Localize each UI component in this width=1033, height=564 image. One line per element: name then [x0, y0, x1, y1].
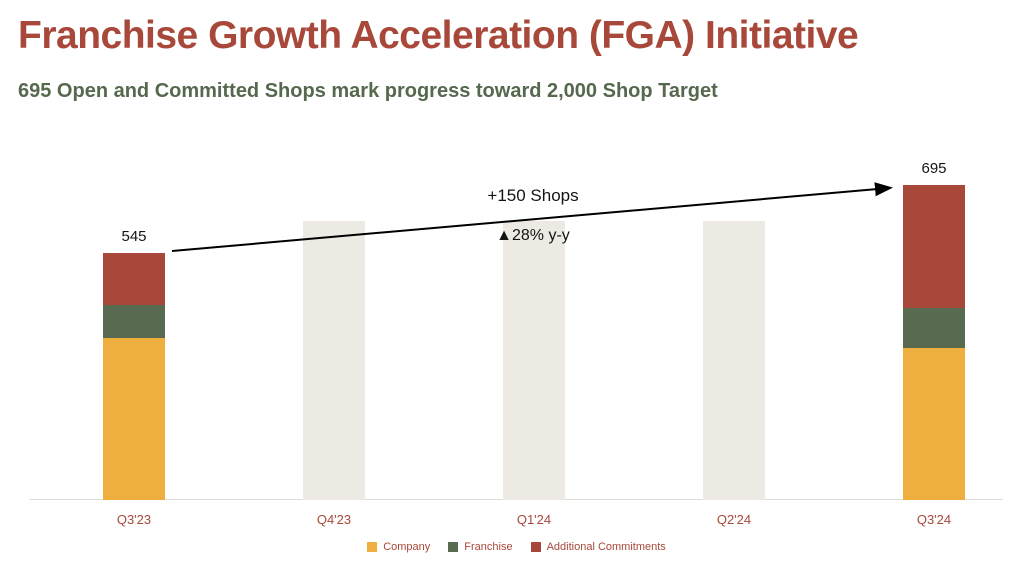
stacked-bar	[103, 253, 165, 500]
legend-item: Additional Commitments	[530, 541, 666, 553]
x-axis-label: Q3'23	[116, 512, 152, 527]
legend-swatch-franchise	[448, 542, 459, 552]
placeholder-segment	[503, 221, 565, 500]
legend-item: Franchise	[448, 541, 513, 553]
segment-additional-commitments	[103, 253, 165, 305]
legend-label: Additional Commitments	[546, 541, 666, 553]
x-axis-label: Q1'24	[516, 512, 552, 527]
legend-label: Company	[383, 541, 431, 553]
legend-swatch-company	[367, 542, 378, 552]
placeholder-bar	[703, 221, 765, 500]
segment-additional-commitments	[903, 185, 965, 308]
page-subtitle: 695 Open and Committed Shops mark progre…	[18, 80, 718, 102]
segment-company	[903, 348, 965, 500]
page-title: Franchise Growth Acceleration (FGA) Init…	[18, 14, 859, 57]
x-axis-label: Q2'24	[716, 512, 752, 527]
annotation-shops-delta: +150 Shops	[487, 186, 579, 205]
bar-total-label: 545	[121, 228, 147, 245]
segment-company	[103, 338, 165, 500]
stacked-bar	[903, 185, 965, 500]
segment-franchise	[103, 305, 165, 338]
segment-franchise	[903, 308, 965, 348]
placeholder-segment	[303, 221, 365, 500]
legend-item: Company	[367, 541, 430, 553]
annotation-yoy-growth: ▲28% y-y	[496, 227, 570, 244]
chart-legend: Company Franchise Additional Commitments	[0, 541, 1033, 553]
placeholder-bar	[503, 221, 565, 500]
placeholder-bar	[303, 221, 365, 500]
bar-total-label: 695	[921, 160, 947, 177]
x-axis-label: Q4'23	[316, 512, 352, 527]
placeholder-segment	[703, 221, 765, 500]
legend-label: Franchise	[464, 541, 513, 553]
x-axis-label: Q3'24	[916, 512, 952, 527]
legend-swatch-additional-commitments	[530, 542, 541, 552]
